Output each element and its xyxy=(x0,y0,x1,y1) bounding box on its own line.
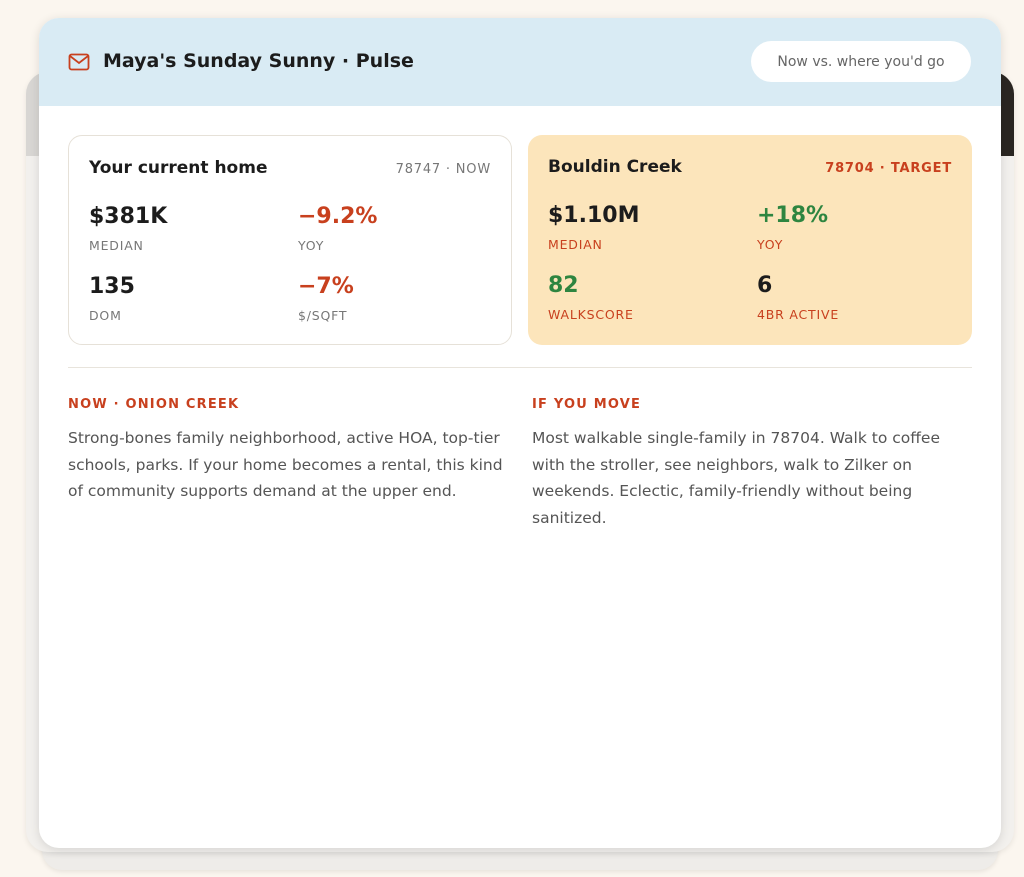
section-text: Strong-bones family neighborhood, active… xyxy=(68,429,503,500)
stat-value: $381K xyxy=(89,204,168,229)
stat-value: −9.2% xyxy=(298,204,378,229)
stat-value: 6 xyxy=(757,273,773,298)
section-label: IF YOU MOVE xyxy=(532,397,642,412)
stat-label: 4BR ACTIVE xyxy=(757,307,840,322)
pulse-card: Maya's Sunday Sunny · Pulse Now vs. wher… xyxy=(39,18,1001,848)
stat-value: −7% xyxy=(298,274,354,299)
divider xyxy=(68,367,972,368)
stat-label: YOY xyxy=(298,238,325,253)
current-home-box: Your current home 78747 · NOW $381K MEDIA… xyxy=(68,135,512,345)
box-title: Bouldin Creek xyxy=(548,157,682,177)
mail-icon xyxy=(68,53,90,71)
stat-label: WALKSCORE xyxy=(548,307,634,322)
stat-label: MEDIAN xyxy=(548,237,603,252)
box-meta: 78747 · NOW xyxy=(395,162,491,177)
card-header: Maya's Sunday Sunny · Pulse Now vs. wher… xyxy=(39,18,1001,106)
section-label: NOW · ONION CREEK xyxy=(68,397,240,412)
stat-value: 135 xyxy=(89,274,135,299)
stat-value: $1.10M xyxy=(548,203,640,228)
stat-label: $/SQFT xyxy=(298,308,348,323)
box-meta: 78704 · TARGET xyxy=(825,161,952,176)
tag-pill[interactable]: Now vs. where you'd go xyxy=(751,41,971,82)
target-box: Bouldin Creek 78704 · TARGET $1.10M MEDIA… xyxy=(528,135,972,345)
box-title: Your current home xyxy=(89,158,268,178)
stat-label: YOY xyxy=(757,237,784,252)
card-title: Maya's Sunday Sunny · Pulse xyxy=(103,50,414,72)
stat-value: 82 xyxy=(548,273,579,298)
section-text: Most walkable single-family in 78704. Wa… xyxy=(532,429,940,527)
stat-value: +18% xyxy=(757,203,829,228)
stat-label: DOM xyxy=(89,308,122,323)
stat-label: MEDIAN xyxy=(89,238,144,253)
